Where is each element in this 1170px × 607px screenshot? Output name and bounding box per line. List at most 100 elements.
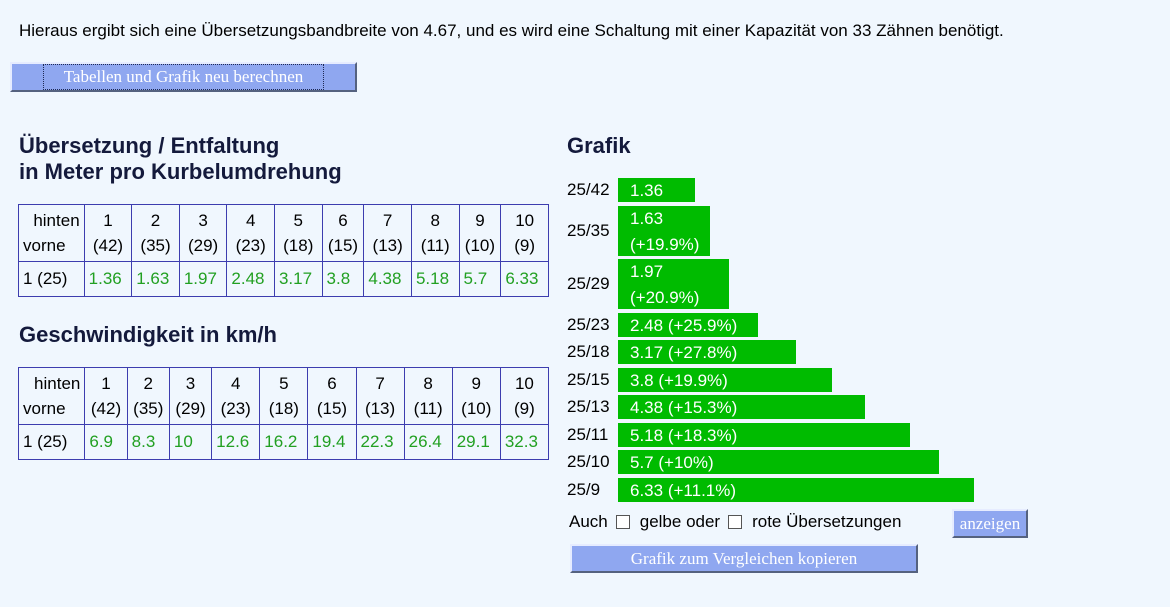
gear-number: 7 — [382, 211, 393, 230]
row-label: 1 (25) — [17, 424, 86, 460]
row-label: 1 (25) — [18, 261, 85, 297]
bar-category-label: 25/15 — [567, 369, 610, 389]
auch-label: Auch — [569, 512, 608, 531]
value-cell: 6.9 — [84, 424, 128, 460]
rote-label: rote Übersetzungen — [752, 512, 902, 531]
gear-column-header: 8 (11) — [403, 367, 453, 425]
bar-change-label: (+19.9%) — [658, 370, 728, 390]
value-cell: 2.48 — [226, 261, 275, 297]
gear-teeth: (18) — [283, 236, 314, 255]
recalculate-button-label: Tabellen und Grafik neu berechnen — [42, 64, 325, 90]
value-cell: 5.7 — [458, 261, 502, 297]
gear-teeth: (11) — [420, 236, 450, 255]
gear-column-header: 2 (35) — [126, 367, 170, 425]
value-cell: 22.3 — [355, 424, 405, 460]
bar-value-label: 6.33 — [630, 480, 664, 500]
bar-value-label: 1.97 — [630, 262, 664, 281]
value-cell: 1.97 — [178, 261, 228, 297]
value-cell: 5.18 — [410, 261, 460, 297]
gear-number: 6 — [327, 374, 337, 393]
gear-column-header: 3 (29) — [178, 204, 228, 262]
uebersetzung-title-line1: Übersetzung / Entfaltung — [19, 133, 280, 158]
value-cell: 4.38 — [363, 261, 412, 297]
hinten-label: hinten — [34, 374, 81, 393]
gear-column-header: 10 (9) — [500, 204, 549, 262]
bar-change-label: (+27.8%) — [667, 343, 738, 362]
vorne-label: vorne — [23, 399, 66, 418]
bar-value-label: 5.18 — [630, 425, 664, 445]
header-corner-cell: hinten vorne — [18, 204, 85, 262]
bar-category-label: 25/42 — [567, 180, 610, 199]
gelbe-label: gelbe oder — [639, 512, 721, 531]
gear-teeth: (23) — [235, 236, 266, 255]
gear-number: 9 — [475, 211, 485, 230]
yellow-checkbox[interactable] — [615, 515, 630, 529]
gear-number: 8 — [430, 211, 440, 230]
bar: 5.7 (+10%) — [618, 450, 939, 474]
gear-number: 9 — [471, 374, 481, 393]
gear-number: 8 — [423, 374, 433, 393]
gear-column-header: 9 (10) — [458, 204, 502, 262]
value-cell: 1.36 — [83, 261, 133, 297]
value-cell: 16.2 — [259, 424, 309, 460]
gear-number: 7 — [375, 374, 385, 393]
value-cell: 10 — [168, 424, 213, 460]
gear-teeth: (35) — [133, 399, 164, 418]
bar-category-label: 25/13 — [567, 397, 610, 416]
value-cell: 8.3 — [126, 424, 170, 460]
bar: 6.33 (+11.1%) — [618, 477, 974, 502]
bar-value-label: 4.38 — [630, 398, 664, 417]
bar: 1.97 (+20.9%) — [618, 259, 729, 309]
gear-number: 10 — [514, 374, 534, 393]
gear-number: 3 — [185, 374, 196, 393]
bar: 3.8 (+19.9%) — [618, 367, 832, 392]
value-cell: 6.33 — [500, 261, 549, 297]
gear-number: 2 — [143, 374, 153, 393]
bar-change-label: (+25.9%) — [667, 315, 738, 335]
bar-value-label: 5.7 — [630, 453, 654, 472]
uebersetzung-table: hinten vorne 1 (42) 2 (35) 3 (29) 4 (23) 5 (18) 6 (… — [18, 204, 549, 297]
bar: 3.17 (+27.8%) — [618, 340, 796, 364]
bar: 1.63 (+19.9%) — [618, 205, 710, 256]
value-cell: 26.4 — [403, 424, 453, 460]
grafik-heading: Grafik — [567, 133, 631, 158]
show-button[interactable]: anzeigen — [952, 509, 1028, 538]
bar-category-label: 25/23 — [567, 314, 610, 334]
value-cell: 12.6 — [211, 424, 261, 460]
gear-number: 3 — [198, 211, 208, 230]
bar-value-label: 2.48 — [630, 315, 664, 335]
value-cell: 3.17 — [273, 261, 323, 297]
geschwindigkeit-heading: Geschwindigkeit in km/h — [19, 322, 277, 347]
gear-teeth: (23) — [220, 399, 251, 418]
bar-change-label: (+18.3%) — [667, 425, 738, 445]
bar: 4.38 (+15.3%) — [618, 395, 865, 419]
summary-text: Hieraus ergibt sich eine Übersetzungsban… — [19, 21, 1004, 40]
uebersetzung-heading: Übersetzung / Entfaltung in Meter pro Ku… — [19, 133, 342, 185]
gear-column-header: 6 (15) — [307, 367, 357, 425]
red-checkbox[interactable] — [728, 515, 743, 529]
value-cell: 19.4 — [307, 424, 357, 460]
gear-column-header: 8 (11) — [410, 204, 460, 262]
gear-column-header: 2 (35) — [131, 204, 180, 262]
gear-teeth: (13) — [364, 399, 396, 418]
gear-teeth: (9) — [514, 236, 536, 255]
gear-number: 5 — [293, 211, 303, 230]
gear-column-header: 1 (42) — [83, 204, 133, 262]
gear-teeth: (15) — [327, 236, 359, 255]
gear-column-header: 6 (15) — [321, 204, 365, 262]
bar-value-label: 3.8 — [630, 370, 654, 390]
bar-value-label: 3.17 — [630, 343, 664, 362]
bar-change-label: (+19.9%) — [630, 234, 700, 254]
highlight-options: Auch gelbe oder rote Übersetzungen — [569, 512, 901, 532]
gear-teeth: (35) — [140, 236, 171, 255]
value-cell: 1.63 — [131, 261, 180, 297]
copy-graphic-button[interactable]: Grafik zum Vergleichen kopieren — [570, 544, 918, 573]
gear-column-header: 7 (13) — [355, 367, 405, 425]
gear-number: 1 — [103, 211, 113, 230]
bar-change-label: (+10%) — [658, 453, 714, 472]
gear-teeth: (29) — [175, 399, 206, 418]
gear-teeth: (15) — [316, 399, 348, 418]
gear-teeth: (10) — [464, 236, 496, 255]
recalculate-button[interactable]: Tabellen und Grafik neu berechnen — [10, 62, 357, 92]
bar-category-label: 25/10 — [567, 452, 610, 471]
